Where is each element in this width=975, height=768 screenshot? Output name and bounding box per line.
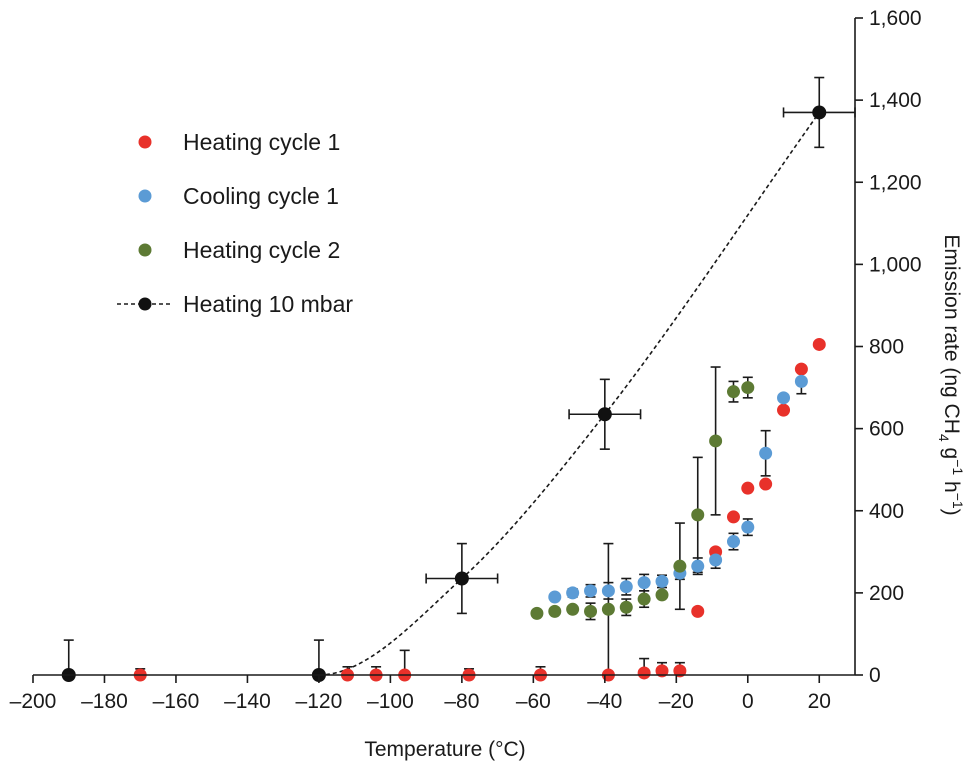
y-tick-label: 1,600 (869, 7, 922, 30)
x-tick-label: –140 (224, 690, 271, 713)
heating-10-mbar-point (597, 407, 612, 422)
cooling-cycle-1-point (741, 520, 755, 534)
heating-cycle-1-point (777, 403, 791, 417)
heating-10-mbar-point (454, 571, 469, 586)
heating-cycle-2-point (637, 592, 651, 606)
heating-cycle-2-point (741, 381, 755, 395)
cooling-cycle-1-point (619, 580, 633, 594)
x-tick-label: –180 (81, 690, 128, 713)
heating-10-mbar-point (812, 105, 827, 120)
legend-label-heating-cycle-1: Heating cycle 1 (183, 129, 340, 155)
heating-cycle-1-point (655, 664, 669, 678)
y-tick-label: 1,400 (869, 89, 922, 112)
heating-cycle-2-point (709, 434, 723, 448)
cooling-cycle-1-point (566, 586, 580, 600)
heating-cycle-1-point (812, 337, 826, 351)
x-tick-label: 0 (742, 690, 754, 713)
y-tick-label: 0 (869, 664, 881, 687)
legend-marker-heating-10-mbar (138, 297, 152, 311)
heating-10-mbar-fit-line (318, 111, 820, 676)
x-tick-label: –200 (10, 690, 57, 713)
heating-cycle-1-point (691, 604, 705, 618)
cooling-cycle-1-point (726, 535, 740, 549)
x-tick-label: –60 (516, 690, 551, 713)
cooling-cycle-1-point (709, 553, 723, 567)
heating-10-mbar-curve (318, 111, 820, 676)
x-tick-label: –20 (659, 690, 694, 713)
heating-cycle-2-point (655, 588, 669, 602)
cooling-cycle-1-point (777, 391, 791, 405)
x-tick-label: 20 (808, 690, 831, 713)
y-axis-title-part: −1 (950, 459, 966, 475)
heating-cycle-1-point (794, 362, 808, 376)
y-tick-label: 1,000 (869, 253, 922, 276)
heating-cycle-2-point (530, 606, 544, 620)
y-tick-label: 200 (869, 582, 904, 605)
y-tick-label: 600 (869, 418, 904, 441)
x-tick-label: –100 (367, 690, 414, 713)
heating-cycle-1-point (759, 477, 773, 491)
error-bars (63, 76, 856, 675)
x-tick-label: –160 (153, 690, 200, 713)
heating-cycle-1-point (741, 481, 755, 495)
cooling-cycle-1-point (584, 584, 598, 598)
y-axis-title: Emission rate (ng CH4 g−1 h−1) (936, 234, 966, 515)
heating-cycle-2-point (566, 602, 580, 616)
x-axis-title: Temperature (°C) (364, 738, 525, 761)
plot-area (61, 76, 856, 682)
y-tick-label: 1,200 (869, 171, 922, 194)
cooling-cycle-1-point (655, 574, 669, 588)
y-axis-title-part: 4 (936, 434, 952, 442)
legend-label-heating-cycle-2: Heating cycle 2 (183, 237, 340, 263)
y-axis-title-part: −1 (950, 493, 966, 509)
legend-marker-heating-cycle-1 (138, 135, 152, 149)
data-points (61, 105, 827, 682)
y-axis-title-part: h (940, 475, 963, 493)
cooling-cycle-1-point (548, 590, 562, 604)
y-axis-title-part: Emission rate (ng CH (940, 234, 963, 434)
heating-cycle-2-point (601, 602, 615, 616)
legend: Heating cycle 1 Cooling cycle 1 Heating cy… (117, 129, 353, 317)
cooling-cycle-1-point (601, 584, 615, 598)
cooling-cycle-1-point (794, 374, 808, 388)
heating-cycle-2-point (691, 508, 705, 522)
legend-marker-cooling-cycle-1 (138, 189, 152, 203)
heating-cycle-1-point (637, 666, 651, 680)
y-tick-label: 800 (869, 336, 904, 359)
x-tick-label: –80 (444, 690, 479, 713)
cooling-cycle-1-point (759, 446, 773, 460)
legend-label-cooling-cycle-1: Cooling cycle 1 (183, 183, 339, 209)
y-tick-label: 400 (869, 500, 904, 523)
cooling-cycle-1-point (637, 576, 651, 590)
y-axis: 0 200 400 600 800 1,000 1,200 1,400 1,600 (854, 7, 922, 687)
x-tick-label: –120 (296, 690, 343, 713)
x-tick-label: –40 (587, 690, 622, 713)
heating-cycle-1-point (673, 664, 687, 678)
heating-cycle-1-point (726, 510, 740, 524)
heating-cycle-2-point (726, 385, 740, 399)
heating-cycle-2-point (584, 604, 598, 618)
x-axis: –200 –180 –160 –140 –120 –100 –80 –60 –40 –20 0 20 (10, 674, 855, 713)
heating-cycle-2-point (619, 600, 633, 614)
legend-label-heating-10-mbar: Heating 10 mbar (183, 291, 353, 317)
heating-cycle-2-point (548, 604, 562, 618)
y-axis-title-part: ) (940, 509, 963, 516)
legend-marker-heating-cycle-2 (138, 243, 152, 257)
heating-cycle-2-point (673, 559, 687, 573)
y-axis-title-part: g (940, 442, 963, 460)
cooling-cycle-1-point (691, 559, 705, 573)
